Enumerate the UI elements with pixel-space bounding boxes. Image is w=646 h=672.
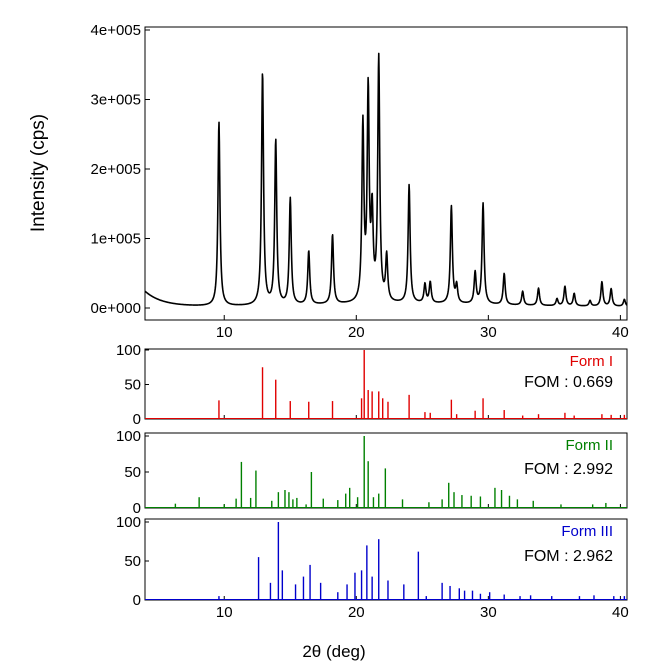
- form-iii-y-ticks: 0 50 100: [116, 514, 149, 609]
- ref-y-tick-label: 100: [116, 514, 141, 531]
- form-ii-sticks: [145, 436, 627, 508]
- main-y-tick-label: 4e+005: [91, 22, 141, 39]
- form-ii-legend: Form II: [566, 437, 614, 454]
- main-x-tick-label: 30: [480, 324, 497, 341]
- main-plot-frame: [144, 26, 628, 321]
- form-iii-fom: FOM : 2.962: [524, 548, 613, 565]
- x-axis-label: 2θ (deg): [302, 642, 365, 661]
- x-tick-label: 30: [480, 604, 497, 621]
- form-i-sticks: [145, 350, 627, 419]
- form-i-y-ticks: 0 50 100: [116, 342, 149, 428]
- form-ii-fom: FOM : 2.992: [524, 461, 613, 478]
- x-tick-label: 20: [348, 604, 365, 621]
- main-x-tick-label: 40: [612, 324, 629, 341]
- form-i-fom: FOM : 0.669: [524, 374, 613, 391]
- x-tick-labels: 10 20 30 40: [216, 604, 629, 621]
- form-ii-panel: 0 50 100 Form II FOM : 2.992: [116, 428, 628, 517]
- ref-y-tick-label: 100: [116, 428, 141, 445]
- form-i-panel: 0 50 100 Form I FOM : 0.669: [116, 342, 628, 428]
- main-y-ticks: 0e+000 1e+005 2e+005 3e+005 4e+005: [91, 22, 150, 317]
- x-tick-label: 10: [216, 604, 233, 621]
- x-tick-label: 40: [612, 604, 629, 621]
- ref-y-tick-label: 0: [133, 500, 141, 517]
- main-y-tick-label: 1e+005: [91, 231, 141, 248]
- main-x-ticks: 10 20 30 40: [216, 315, 629, 341]
- main-y-tick-label: 2e+005: [91, 161, 141, 178]
- form-ii-y-ticks: 0 50 100: [116, 428, 149, 517]
- ref-y-tick-label: 50: [124, 464, 141, 481]
- main-x-tick-label: 10: [216, 324, 233, 341]
- main-y-tick-label: 0e+000: [91, 300, 141, 317]
- ref-y-tick-label: 0: [133, 411, 141, 428]
- ref-y-tick-label: 50: [124, 553, 141, 570]
- form-iii-panel: 0 50 100 Form III FOM : 2.962: [116, 514, 628, 609]
- form-i-legend: Form I: [570, 353, 613, 370]
- ref-y-tick-label: 100: [116, 342, 141, 359]
- y-axis-label: Intensity (cps): [28, 114, 49, 232]
- main-x-tick-label: 20: [348, 324, 365, 341]
- form-iii-legend: Form III: [561, 523, 613, 540]
- main-y-tick-label: 3e+005: [91, 92, 141, 109]
- ref-y-tick-label: 50: [124, 377, 141, 394]
- form-iii-sticks: [145, 522, 627, 600]
- ref-y-tick-label: 0: [133, 592, 141, 609]
- measured-pattern-line: [144, 52, 628, 307]
